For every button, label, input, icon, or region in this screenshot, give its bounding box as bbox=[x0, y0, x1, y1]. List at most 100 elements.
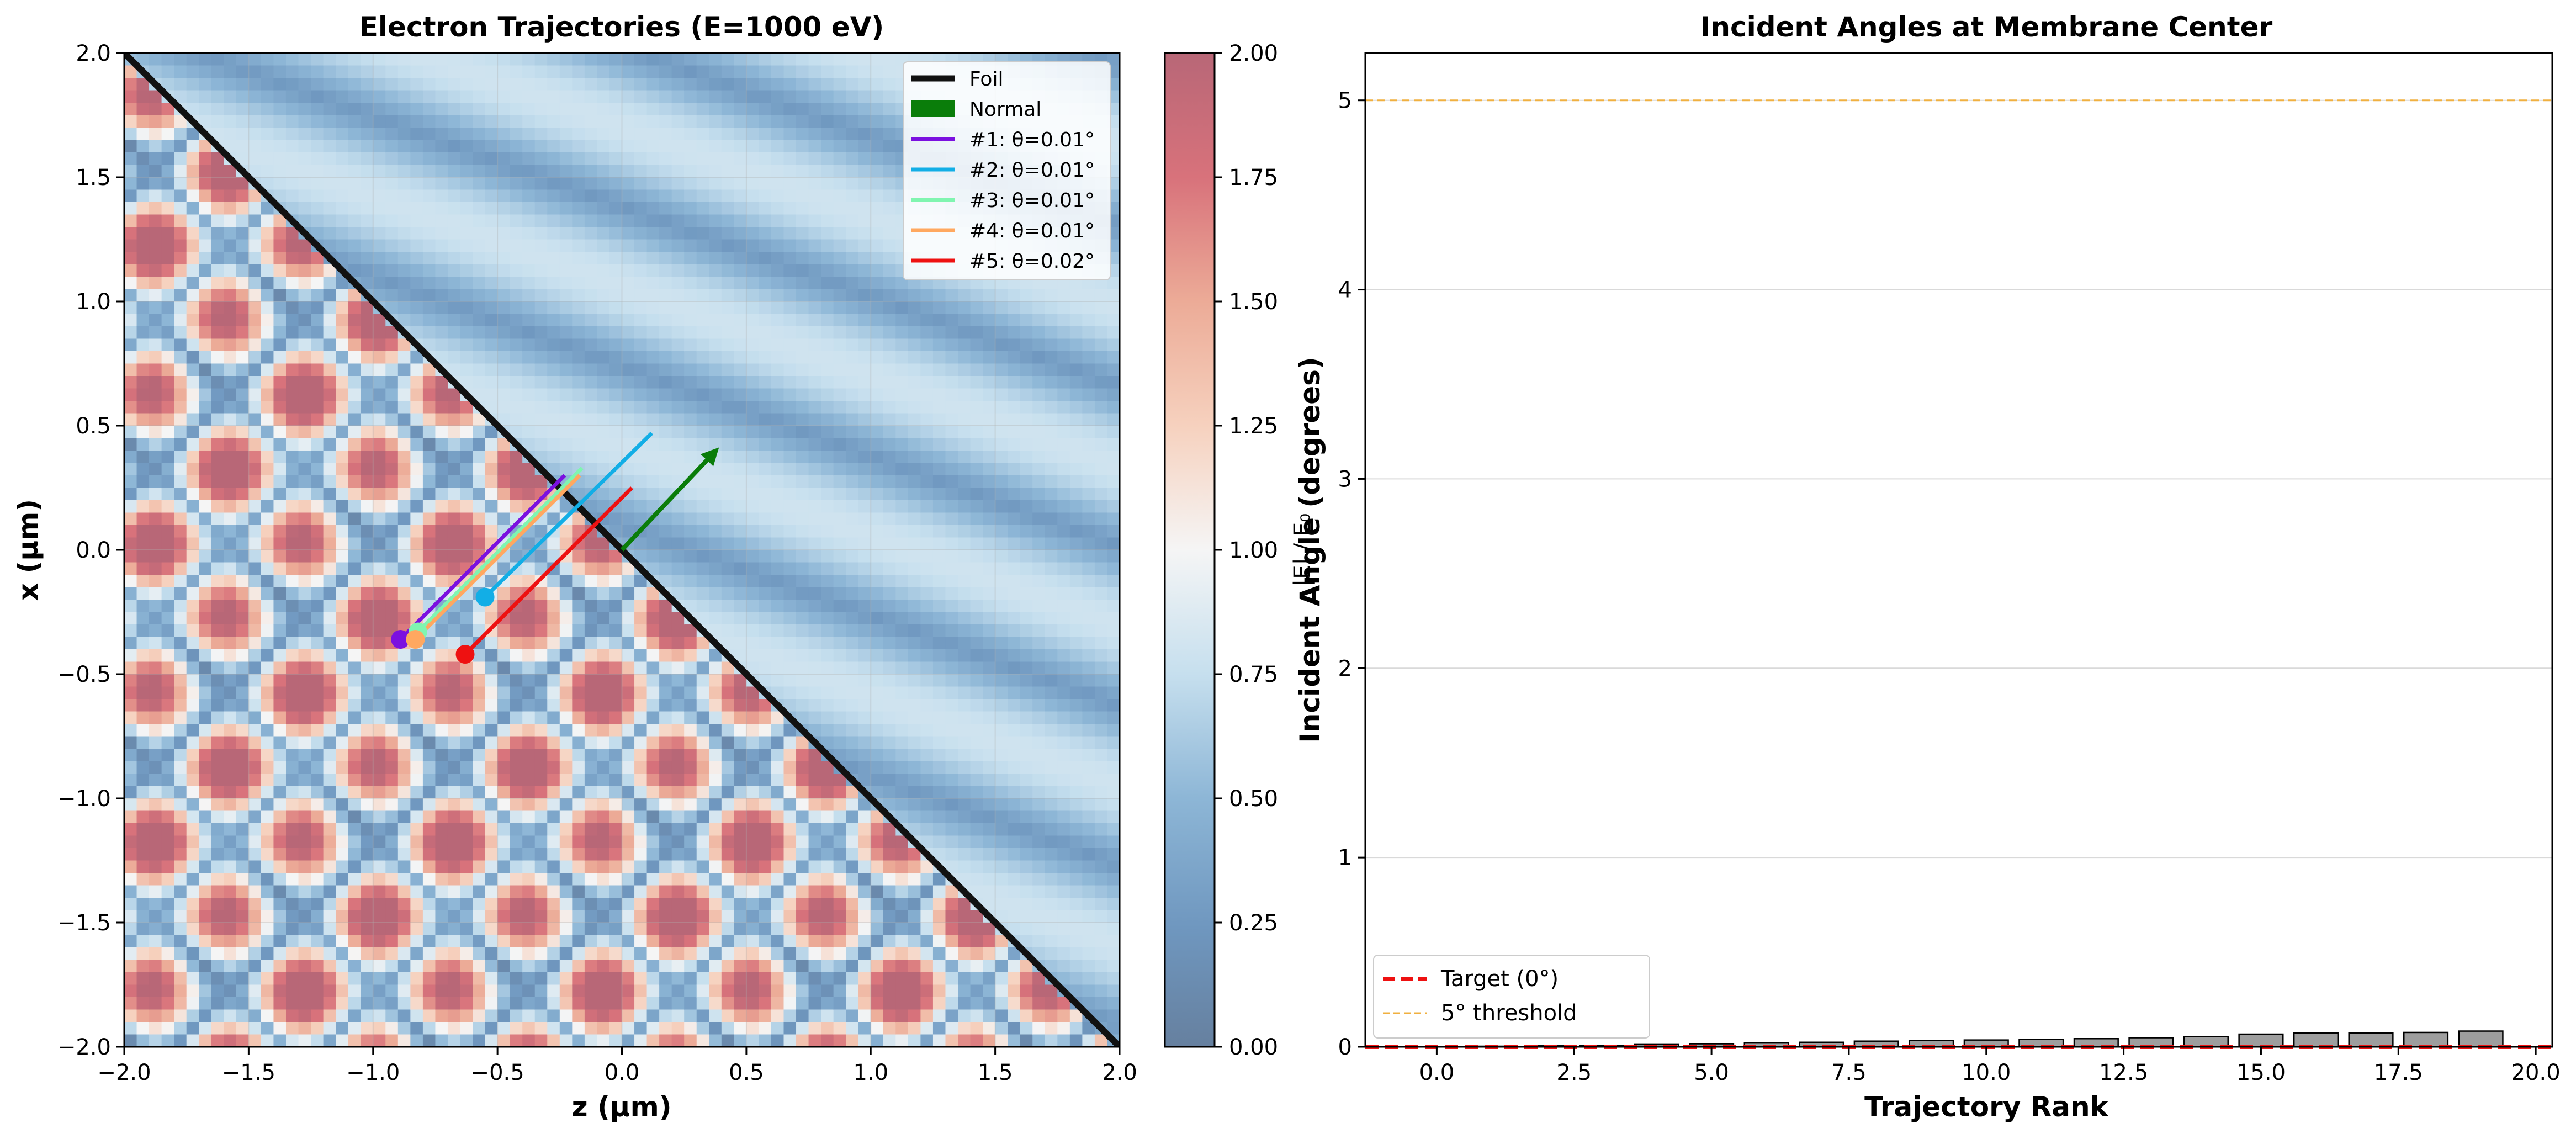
field-cell bbox=[285, 351, 299, 364]
field-cell bbox=[883, 103, 897, 116]
field-cell bbox=[858, 525, 872, 538]
field-cell bbox=[597, 860, 610, 873]
field-cell bbox=[224, 338, 237, 352]
field-cell bbox=[846, 65, 859, 78]
field-cell bbox=[771, 500, 785, 513]
field-cell bbox=[783, 686, 797, 700]
field-cell bbox=[336, 488, 349, 501]
field-cell bbox=[161, 749, 174, 762]
field-cell bbox=[273, 451, 287, 464]
field-cell bbox=[622, 724, 635, 737]
field-cell bbox=[149, 575, 162, 588]
field-cell bbox=[248, 388, 262, 401]
field-cell bbox=[821, 873, 834, 886]
field-cell bbox=[821, 338, 834, 352]
field-cell bbox=[298, 451, 311, 464]
field-cell bbox=[336, 736, 349, 749]
field-cell bbox=[273, 488, 287, 501]
field-cell bbox=[684, 810, 697, 824]
field-cell bbox=[734, 562, 747, 575]
field-cell bbox=[410, 128, 423, 141]
field-cell bbox=[759, 202, 772, 215]
field-cell bbox=[547, 848, 560, 861]
field-cell bbox=[609, 587, 623, 600]
field-cell bbox=[311, 252, 324, 265]
field-cell bbox=[224, 550, 237, 563]
field-cell bbox=[696, 140, 710, 153]
field-cell bbox=[734, 699, 747, 712]
field-cell bbox=[684, 239, 697, 252]
field-cell bbox=[224, 898, 237, 911]
field-cell bbox=[808, 674, 821, 687]
field-cell bbox=[136, 376, 150, 389]
field-cell bbox=[373, 786, 386, 799]
field-cell bbox=[224, 910, 237, 923]
field-cell bbox=[261, 736, 274, 749]
field-cell bbox=[435, 873, 448, 886]
field-cell bbox=[684, 624, 697, 638]
field-cell bbox=[746, 65, 760, 78]
field-cell bbox=[261, 550, 274, 563]
field-cell bbox=[759, 575, 772, 588]
field-cell bbox=[671, 264, 685, 277]
field-cell bbox=[174, 649, 187, 663]
field-cell bbox=[236, 637, 250, 650]
field-cell bbox=[883, 338, 897, 352]
field-cell bbox=[522, 115, 536, 128]
field-cell bbox=[609, 575, 623, 588]
field-cell bbox=[759, 338, 772, 352]
field-cell bbox=[858, 301, 872, 315]
field-cell bbox=[759, 984, 772, 998]
field-cell bbox=[883, 885, 897, 898]
field-cell bbox=[224, 848, 237, 861]
field-cell bbox=[709, 152, 722, 166]
field-cell bbox=[273, 1022, 287, 1035]
field-cell bbox=[559, 128, 573, 141]
field-cell bbox=[584, 413, 598, 426]
field-cell bbox=[622, 923, 635, 936]
field-cell bbox=[497, 78, 511, 91]
field-cell bbox=[734, 835, 747, 849]
field-cell bbox=[473, 152, 486, 166]
field-cell bbox=[696, 475, 710, 489]
field-cell bbox=[858, 736, 872, 749]
field-cell bbox=[746, 997, 760, 1010]
field-cell bbox=[684, 537, 697, 550]
field-cell bbox=[572, 649, 585, 663]
field-cell bbox=[161, 252, 174, 265]
field-cell bbox=[871, 947, 884, 961]
field-cell bbox=[261, 451, 274, 464]
field-cell bbox=[385, 923, 399, 936]
field-cell bbox=[124, 898, 137, 911]
field-cell bbox=[796, 1009, 809, 1023]
field-cell bbox=[534, 923, 548, 936]
field-cell bbox=[422, 550, 436, 563]
field-cell bbox=[136, 749, 150, 762]
field-cell bbox=[659, 997, 672, 1010]
field-cell bbox=[746, 140, 760, 153]
field-cell bbox=[883, 612, 897, 625]
field-cell bbox=[224, 947, 237, 961]
field-cell bbox=[684, 78, 697, 91]
field-cell bbox=[124, 761, 137, 774]
field-cell bbox=[584, 202, 598, 215]
field-cell bbox=[584, 935, 598, 948]
field-cell bbox=[186, 749, 200, 762]
field-cell bbox=[136, 860, 150, 873]
field-cell bbox=[298, 1034, 311, 1047]
field-cell bbox=[422, 115, 436, 128]
field-cell bbox=[833, 649, 846, 663]
field-cell bbox=[485, 165, 498, 178]
field-cell bbox=[796, 898, 809, 911]
field-cell bbox=[559, 165, 573, 178]
field-cell bbox=[609, 885, 623, 898]
field-cell bbox=[460, 239, 473, 252]
field-cell bbox=[547, 351, 560, 364]
field-cell bbox=[671, 935, 685, 948]
field-cell bbox=[186, 500, 200, 513]
field-cell bbox=[485, 189, 498, 203]
field-cell bbox=[186, 525, 200, 538]
field-cell bbox=[696, 612, 710, 625]
field-cell bbox=[734, 289, 747, 302]
field-cell bbox=[833, 463, 846, 476]
